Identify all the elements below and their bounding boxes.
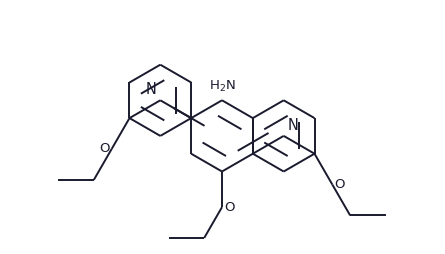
Text: H$_2$N: H$_2$N: [209, 79, 235, 94]
Text: O: O: [224, 201, 235, 214]
Text: O: O: [99, 142, 110, 155]
Text: O: O: [334, 178, 345, 191]
Text: N: N: [146, 82, 156, 97]
Text: N: N: [287, 118, 299, 133]
